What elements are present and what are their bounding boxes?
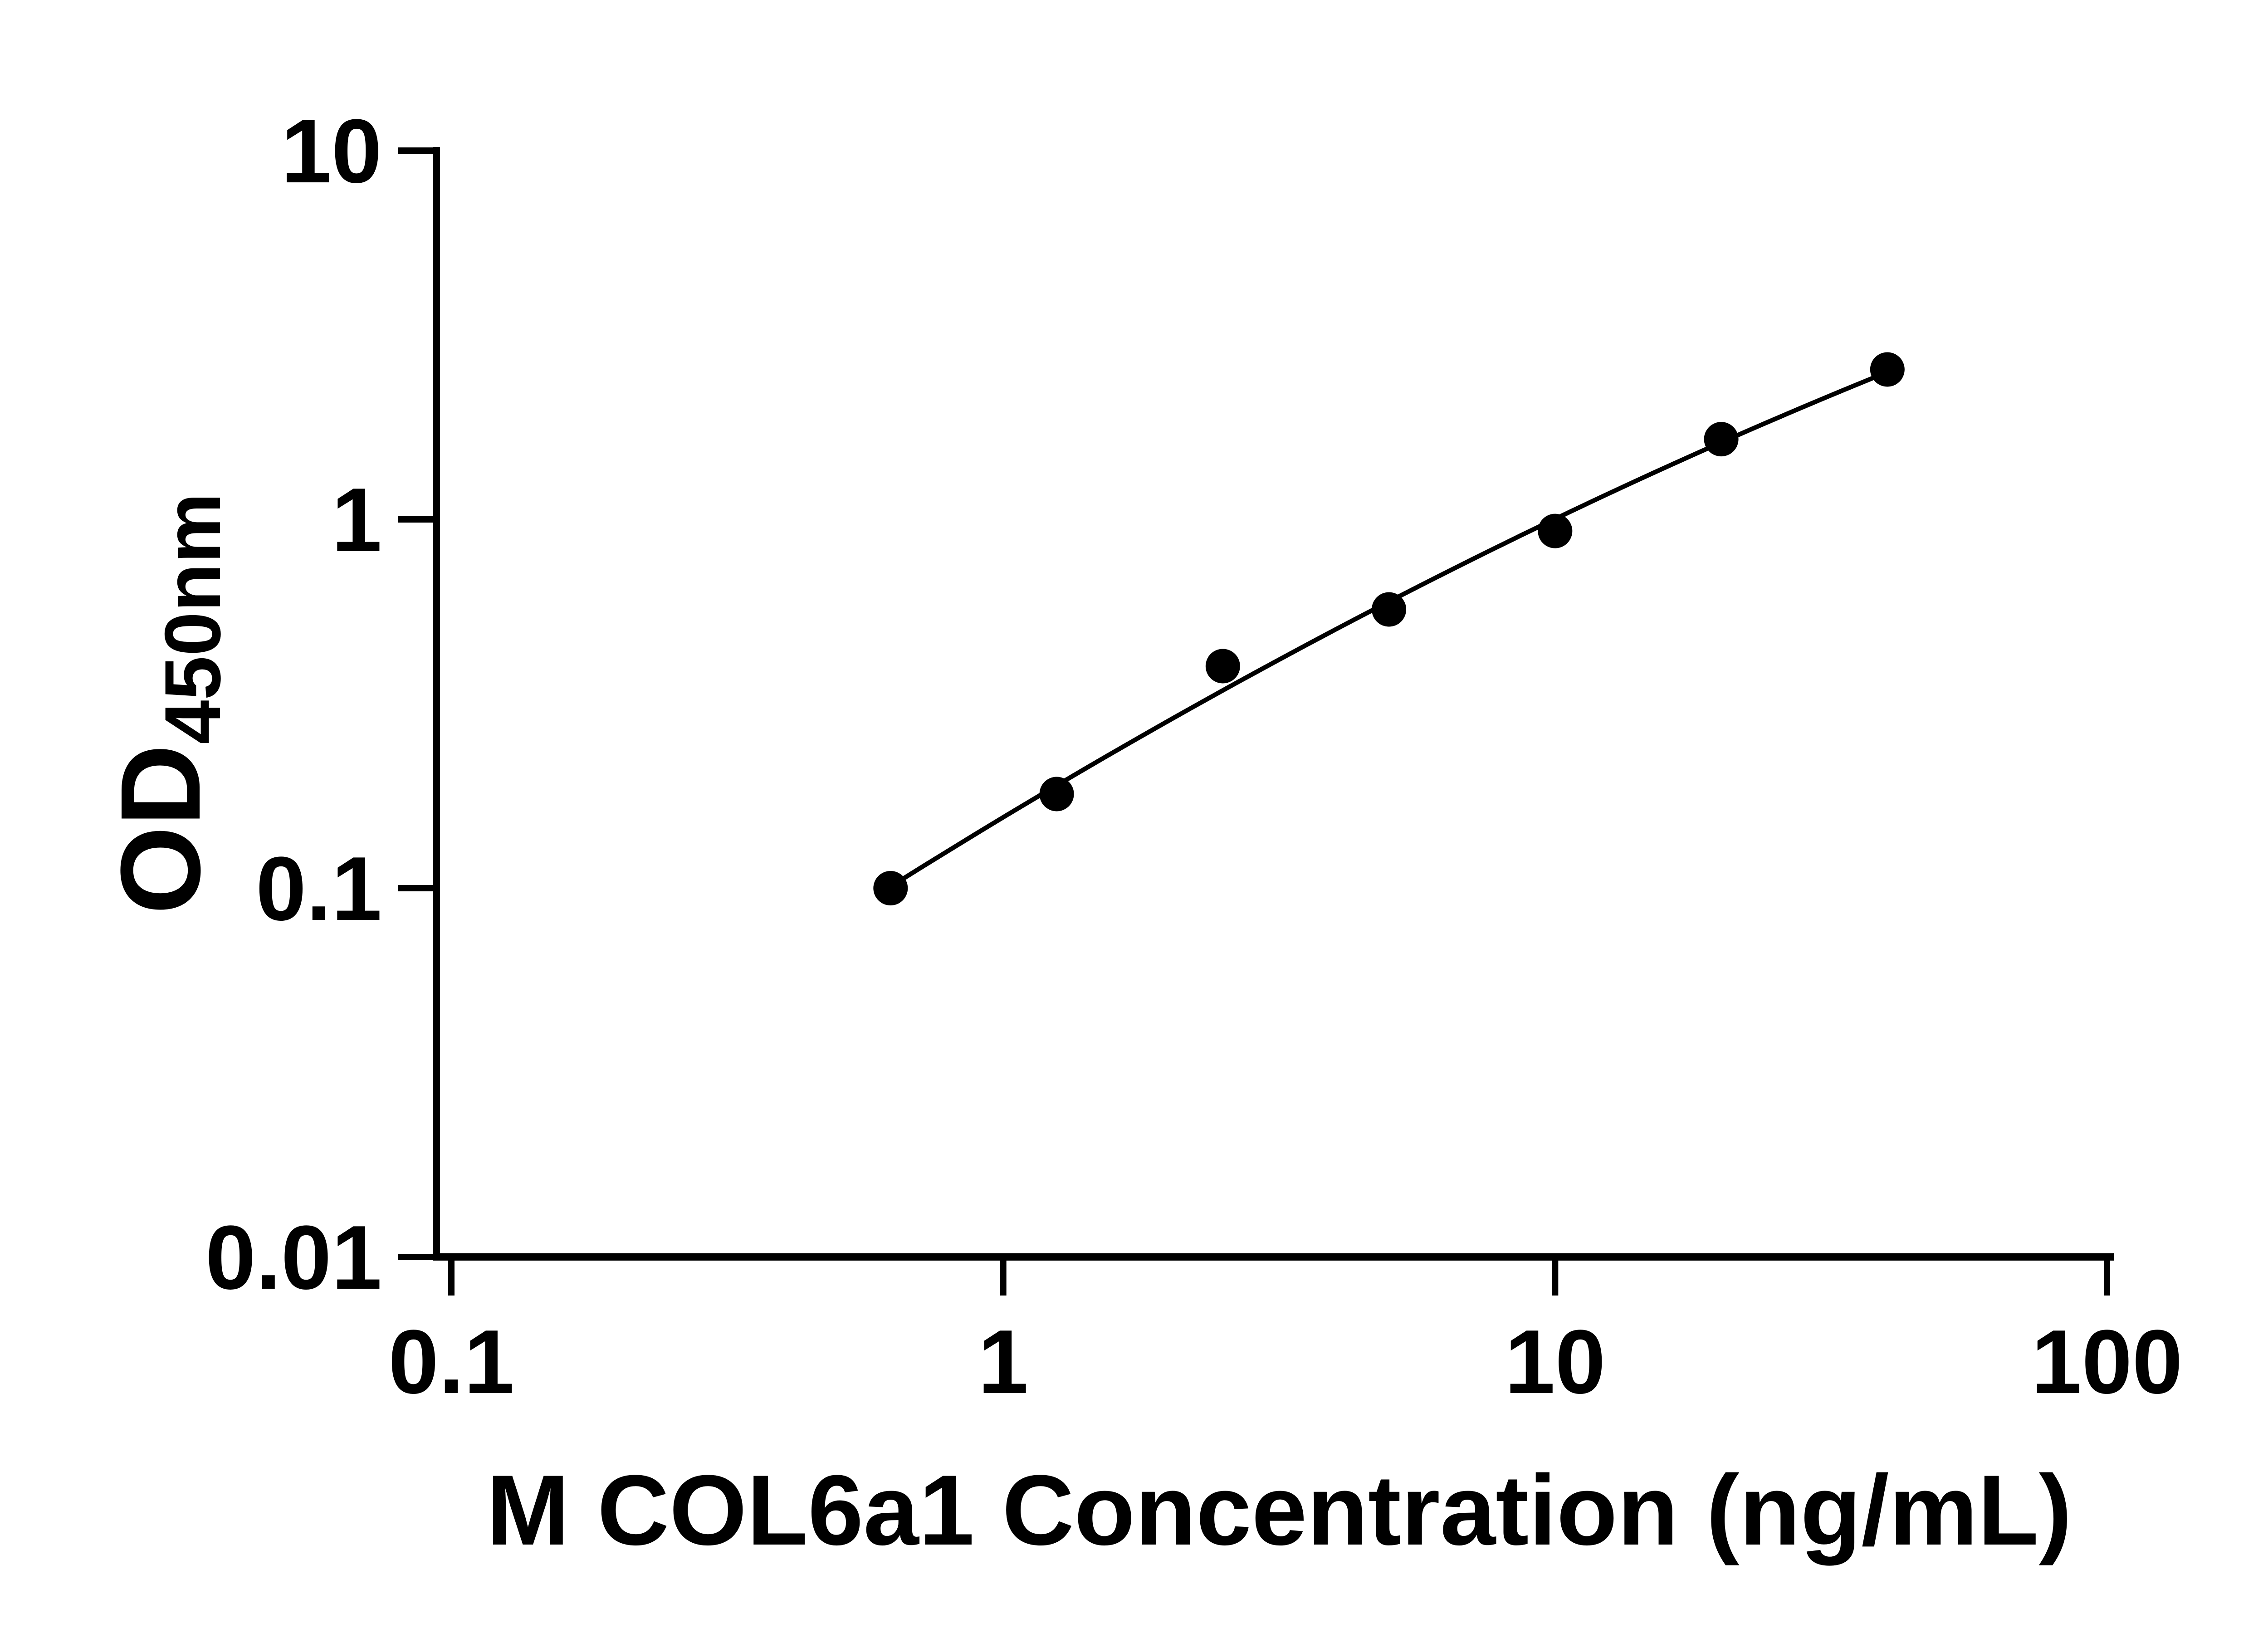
data-point <box>1704 422 1739 457</box>
y-tick-label: 0.01 <box>205 1207 382 1308</box>
x-tick-label: 100 <box>2031 1311 2183 1413</box>
x-tick-label: 10 <box>1505 1311 1605 1413</box>
y-axis-title: OD450nm <box>97 493 237 914</box>
x-axis-title: M COL6a1 Concentration (ng/mL) <box>486 1454 2072 1566</box>
data-point <box>1205 649 1240 684</box>
x-tick-label: 0.1 <box>388 1311 514 1413</box>
data-point <box>873 871 908 905</box>
data-point <box>1870 352 1905 387</box>
y-axis-title-main: OD <box>97 744 224 914</box>
y-tick-label: 1 <box>332 469 382 571</box>
y-tick-label: 0.1 <box>256 838 382 939</box>
y-axis-title-subscript: 450nm <box>149 493 237 744</box>
data-point <box>1372 592 1407 627</box>
y-tick-label: 10 <box>281 101 382 202</box>
data-point <box>1538 513 1573 548</box>
data-point <box>1039 777 1074 812</box>
x-tick-label: 1 <box>978 1311 1028 1413</box>
trend-line <box>888 370 1890 889</box>
